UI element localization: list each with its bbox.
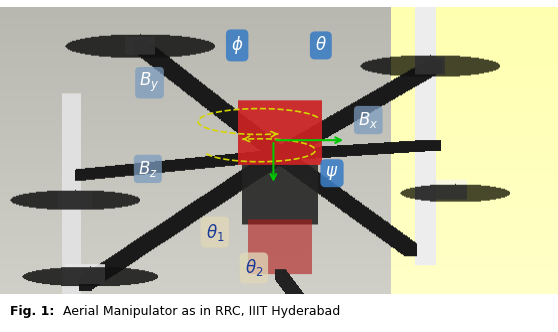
Text: $\theta_1$: $\theta_1$ (205, 221, 224, 243)
Text: Fig. 1:: Fig. 1: (10, 304, 55, 317)
Text: $B_y$: $B_y$ (140, 71, 160, 94)
Text: $\theta$: $\theta$ (315, 37, 327, 54)
Text: $B_x$: $B_x$ (358, 110, 378, 130)
Text: Aerial Manipulator as in RRC, IIIT Hyderabad: Aerial Manipulator as in RRC, IIIT Hyder… (59, 304, 340, 317)
Text: $\psi$: $\psi$ (325, 164, 339, 182)
Text: $B_z$: $B_z$ (138, 159, 158, 179)
Text: $\theta_2$: $\theta_2$ (244, 258, 263, 279)
Text: $\phi$: $\phi$ (231, 35, 243, 56)
